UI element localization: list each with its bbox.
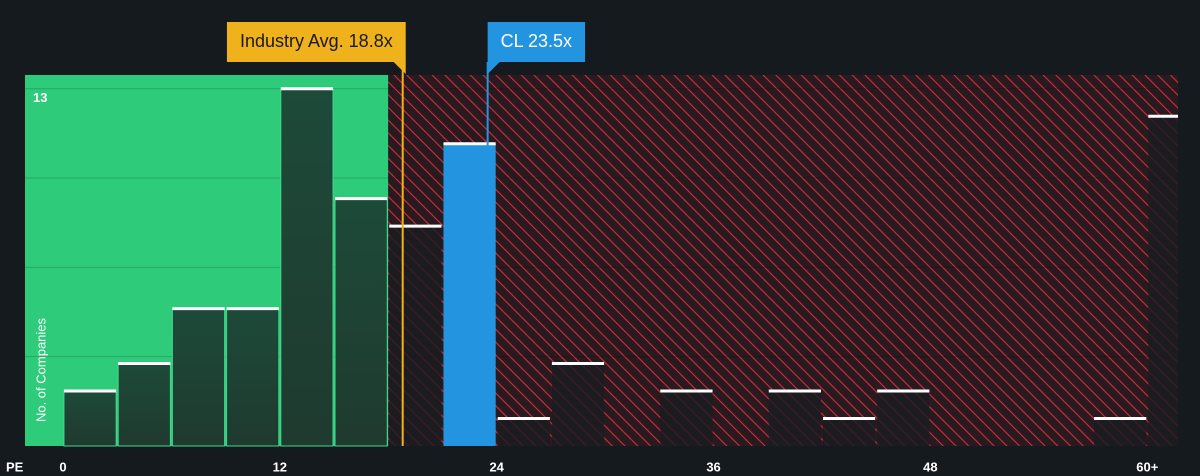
bar [334, 198, 388, 447]
bar [280, 88, 334, 447]
annotation-box [487, 22, 586, 62]
bar [63, 390, 117, 447]
bar [822, 418, 876, 446]
bar [117, 363, 171, 447]
annotation-label: CL 23.5x [501, 31, 572, 51]
plot-area [25, 75, 1178, 447]
overvalued-region [388, 75, 1178, 446]
x-tick-label: 24 [489, 459, 504, 474]
bar [389, 226, 442, 446]
y-tick-label: 13 [33, 90, 47, 105]
annotation-box [226, 22, 406, 62]
annotation-pointer [487, 62, 500, 74]
annotation-pointer [393, 62, 406, 74]
x-tick-label: 36 [706, 459, 720, 474]
bar [171, 308, 226, 447]
annotation-label: Industry Avg. 18.8x [240, 31, 393, 51]
x-axis-label: PE [6, 459, 24, 474]
bar [877, 391, 930, 446]
bar [1094, 418, 1147, 446]
x-tick-label: 12 [273, 459, 287, 474]
bar [768, 391, 821, 446]
y-axis-label: No. of Companies [33, 317, 48, 422]
bar [660, 391, 713, 446]
x-tick-label: 60+ [1136, 459, 1158, 474]
x-tick-label: 48 [923, 459, 937, 474]
bar [1148, 116, 1178, 446]
bar [226, 308, 280, 447]
bar [551, 363, 605, 446]
x-tick-label: 0 [59, 459, 66, 474]
bar [497, 418, 550, 446]
